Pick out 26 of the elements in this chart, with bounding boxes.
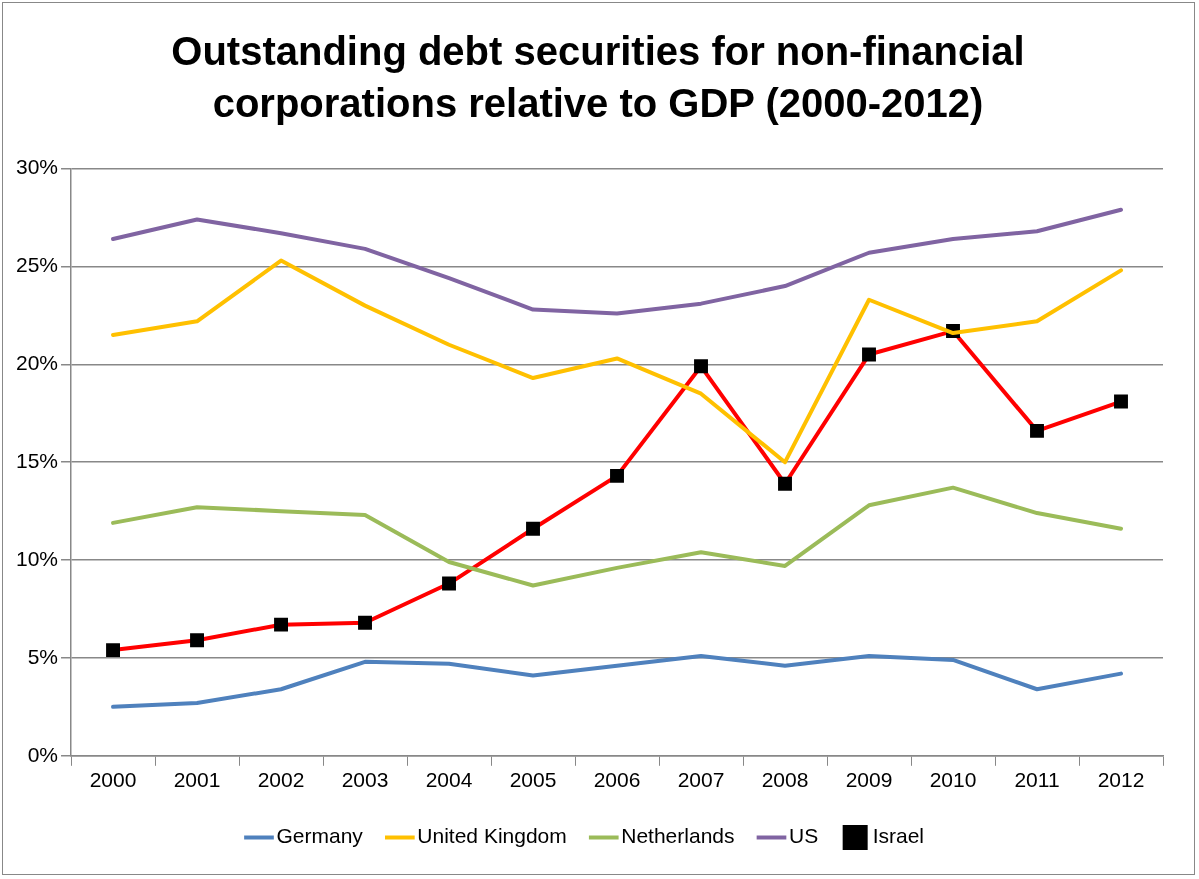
- y-tick-label: 20%: [16, 351, 59, 375]
- legend-label: Germany: [276, 824, 364, 848]
- y-tick-label: 0%: [27, 742, 59, 766]
- y-tick-label: 5%: [27, 644, 59, 668]
- x-tick-label: 2010: [929, 768, 977, 792]
- x-tick-label: 2005: [509, 768, 557, 792]
- x-tick-label: 2006: [593, 768, 641, 792]
- chart-title: Outstanding debt securities for non-financial corporations relative to GDP (2000-2012): [170, 28, 1026, 127]
- y-tick-label: 25%: [16, 253, 59, 277]
- x-tick-label: 2007: [677, 768, 725, 792]
- x-tick-label: 2002: [257, 768, 305, 792]
- x-tick-label: 2001: [173, 768, 221, 792]
- y-tick-label: 15%: [16, 449, 59, 472]
- legend-label: Israel: [872, 824, 925, 848]
- x-tick-label: 2009: [845, 768, 893, 792]
- x-tick-label: 2012: [1097, 768, 1145, 792]
- y-tick-label: 30%: [16, 155, 59, 179]
- x-tick-label: 2000: [89, 768, 137, 792]
- x-tick-label: 2003: [341, 768, 389, 792]
- legend-label: Netherlands: [621, 824, 735, 848]
- y-tick-label: 10%: [16, 546, 59, 570]
- x-tick-label: 2008: [761, 768, 809, 792]
- x-tick-label: 2011: [1014, 768, 1060, 792]
- x-tick-label: 2004: [425, 768, 473, 792]
- legend-label: US: [788, 824, 819, 848]
- legend-label: United Kingdom: [417, 824, 567, 848]
